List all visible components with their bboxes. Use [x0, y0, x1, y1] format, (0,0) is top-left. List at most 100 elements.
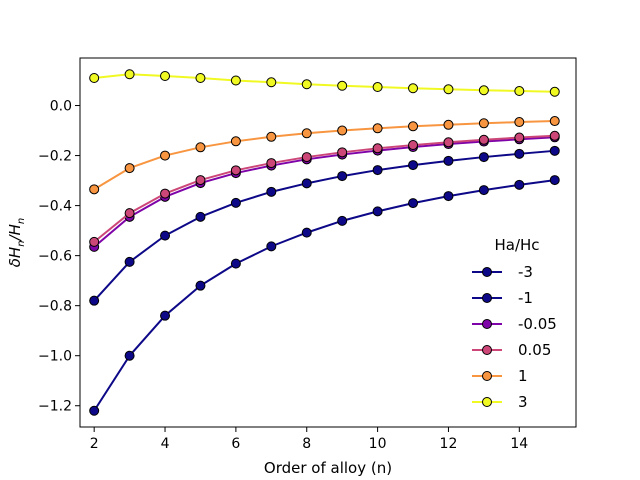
y-tick-label: −0.2	[38, 149, 72, 165]
legend-entry-2: -0.05	[518, 315, 557, 333]
data-point	[408, 83, 419, 94]
data-point	[301, 128, 312, 139]
y-tick-label: −1.2	[38, 399, 72, 415]
series-line-2	[93, 136, 555, 248]
x-tick-label: 12	[440, 436, 458, 452]
data-point	[408, 160, 419, 171]
data-point	[195, 73, 206, 84]
data-point	[160, 150, 171, 161]
data-point	[408, 121, 419, 132]
data-point	[514, 179, 525, 190]
x-tick-label: 14	[510, 436, 528, 452]
data-point	[266, 158, 277, 169]
x-tick-label: 4	[161, 436, 170, 452]
data-point	[443, 84, 454, 95]
data-point	[372, 82, 383, 93]
data-point	[195, 211, 206, 222]
data-point	[124, 208, 135, 219]
legend-title: Ha/Hc	[494, 236, 539, 254]
y-tick-label: −0.6	[38, 249, 72, 265]
data-point	[549, 86, 560, 97]
data-point	[124, 256, 135, 267]
data-point	[89, 236, 100, 247]
data-point	[549, 130, 560, 141]
data-point	[478, 85, 489, 96]
legend-marker-4	[482, 371, 492, 381]
data-point	[266, 241, 277, 252]
x-axis: 2 4 6 8 10 12 14	[90, 427, 528, 452]
data-point	[230, 136, 241, 147]
legend-marker-5	[482, 397, 492, 407]
data-point	[443, 119, 454, 130]
data-point	[337, 80, 348, 91]
data-point	[266, 186, 277, 197]
series-layer	[89, 69, 560, 416]
data-point	[266, 77, 277, 88]
data-point	[195, 175, 206, 186]
data-point	[478, 152, 489, 163]
data-point	[549, 145, 560, 156]
data-point	[89, 405, 100, 416]
y-tick-label: −0.4	[38, 199, 72, 215]
data-point	[514, 132, 525, 143]
legend-marker-2	[482, 319, 492, 329]
legend-entry-0: -3	[518, 263, 533, 281]
data-point	[195, 142, 206, 153]
data-point	[124, 69, 135, 80]
y-axis-label-sub1: n	[16, 240, 27, 246]
y-axis-label-sep: /H	[6, 224, 24, 242]
legend-marker-0	[482, 267, 492, 277]
data-point	[514, 86, 525, 97]
series-line-4	[93, 120, 555, 191]
data-point	[549, 175, 560, 186]
legend-entry-5: 3	[518, 393, 528, 411]
legend-marker-3	[482, 345, 492, 355]
data-point	[195, 280, 206, 291]
data-point	[372, 123, 383, 134]
y-axis-label-main: δH	[6, 247, 24, 267]
data-point	[478, 118, 489, 129]
y-axis: 0.0 −0.2 −0.4 −0.6 −0.8 −1.0 −1.2	[38, 99, 80, 415]
series-line-1	[93, 149, 555, 302]
y-tick-label: −1.0	[38, 349, 72, 365]
data-point	[230, 258, 241, 269]
data-point	[408, 198, 419, 209]
legend-marker-1	[482, 293, 492, 303]
data-point	[230, 165, 241, 176]
x-tick-label: 2	[90, 436, 99, 452]
legend: Ha/Hc -3 -1 -0.05 0.05 1 3	[472, 236, 557, 411]
x-tick-label: 10	[369, 436, 387, 452]
data-point	[478, 185, 489, 196]
data-point	[266, 131, 277, 142]
series-line-3	[93, 134, 555, 243]
data-point	[337, 215, 348, 226]
legend-entry-4: 1	[518, 367, 528, 385]
data-point	[89, 295, 100, 306]
series-line-5	[94, 73, 555, 93]
series-line-0	[93, 179, 555, 412]
data-point	[372, 206, 383, 217]
x-tick-label: 6	[231, 436, 240, 452]
legend-entry-3: 0.05	[518, 341, 551, 359]
data-point	[230, 75, 241, 86]
data-point	[301, 152, 312, 163]
x-axis-label: Order of alloy (n)	[264, 459, 392, 477]
data-point	[301, 178, 312, 189]
data-point	[160, 310, 171, 321]
data-point	[124, 163, 135, 174]
data-point	[372, 143, 383, 154]
data-point	[443, 191, 454, 202]
x-tick-label: 8	[302, 436, 311, 452]
data-point	[160, 71, 171, 82]
data-point	[301, 79, 312, 90]
data-point	[514, 148, 525, 159]
y-tick-label: 0.0	[50, 99, 72, 115]
data-point	[337, 147, 348, 158]
data-point	[160, 188, 171, 199]
data-point	[514, 117, 525, 128]
y-axis-label: δHn/Hn	[6, 218, 27, 268]
data-point	[230, 197, 241, 208]
data-point	[160, 230, 171, 241]
